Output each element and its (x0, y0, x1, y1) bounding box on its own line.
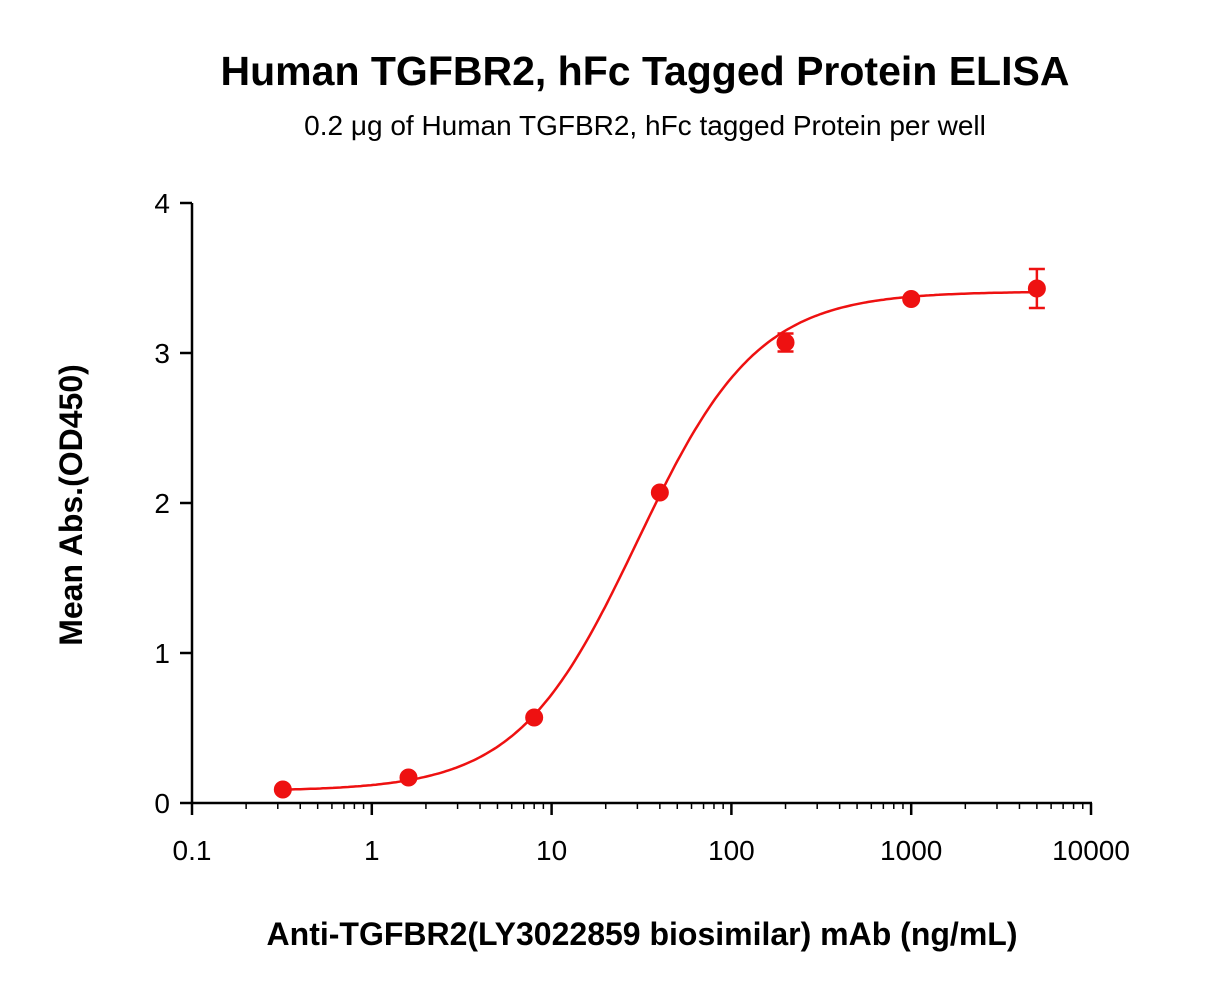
data-point (776, 333, 795, 352)
fit-curve (282, 290, 1037, 791)
y-tick-label: 3 (154, 338, 170, 369)
y-axis-label: Mean Abs.(OD450) (53, 364, 89, 646)
x-axis-label: Anti-TGFBR2(LY3022859 biosimilar) mAb (n… (267, 916, 1018, 952)
x-tick-label: 100 (708, 835, 755, 866)
y-tick-label: 0 (154, 788, 170, 819)
data-point (1027, 279, 1046, 298)
data-point (273, 780, 292, 799)
x-tick-label: 10000 (1052, 835, 1130, 866)
data-point (650, 483, 669, 502)
data-point (525, 708, 544, 727)
chart-subtitle: 0.2 μg of Human TGFBR2, hFc tagged Prote… (304, 110, 986, 141)
chart-title: Human TGFBR2, hFc Tagged Protein ELISA (220, 48, 1070, 94)
y-tick-label: 1 (154, 638, 170, 669)
x-tick-label: 10 (536, 835, 567, 866)
data-point (902, 290, 921, 308)
x-tick-label: 1000 (880, 835, 942, 866)
y-tick-label: 2 (154, 488, 170, 519)
data-point (399, 768, 418, 787)
x-tick-label: 0.1 (173, 835, 212, 866)
y-tick-label: 4 (154, 188, 170, 219)
x-tick-label: 1 (364, 835, 380, 866)
